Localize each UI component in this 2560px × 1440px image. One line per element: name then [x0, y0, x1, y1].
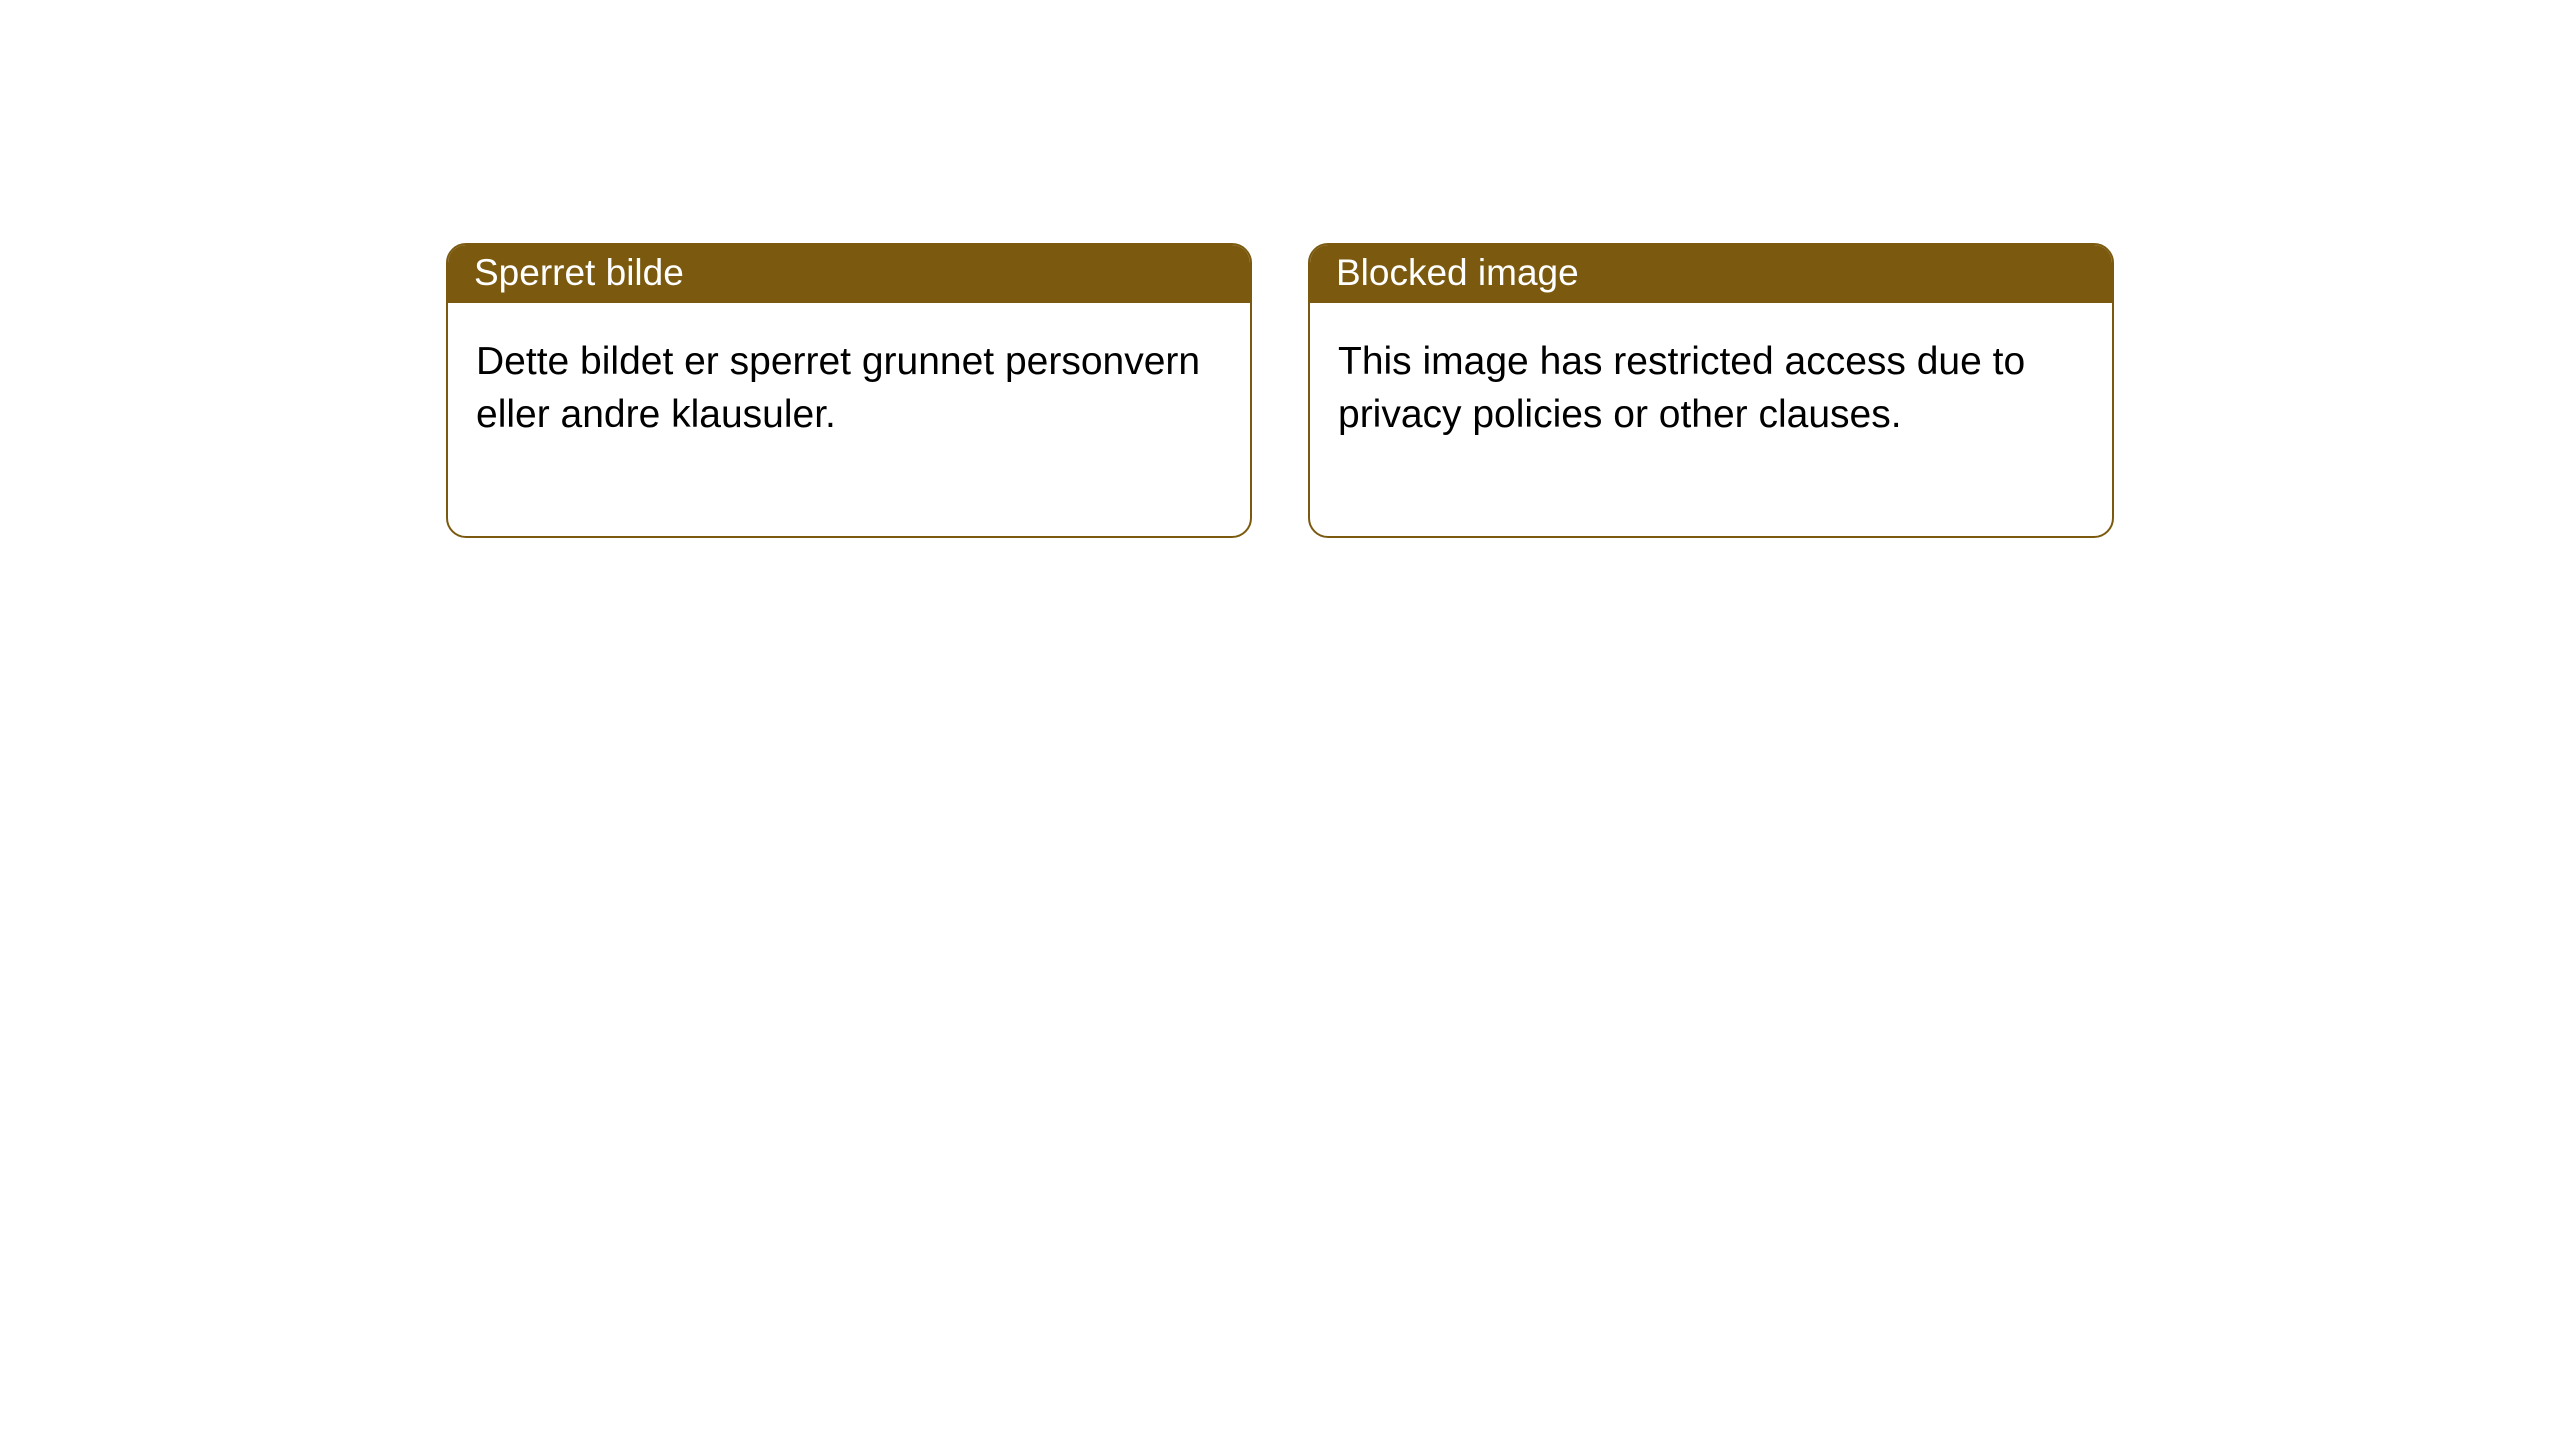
card-header: Sperret bilde [448, 245, 1250, 303]
card-header: Blocked image [1310, 245, 2112, 303]
card-body: This image has restricted access due to … [1310, 303, 2112, 536]
card-body: Dette bildet er sperret grunnet personve… [448, 303, 1250, 536]
notice-card-norwegian: Sperret bilde Dette bildet er sperret gr… [446, 243, 1252, 538]
notice-card-english: Blocked image This image has restricted … [1308, 243, 2114, 538]
notice-container: Sperret bilde Dette bildet er sperret gr… [0, 0, 2560, 538]
